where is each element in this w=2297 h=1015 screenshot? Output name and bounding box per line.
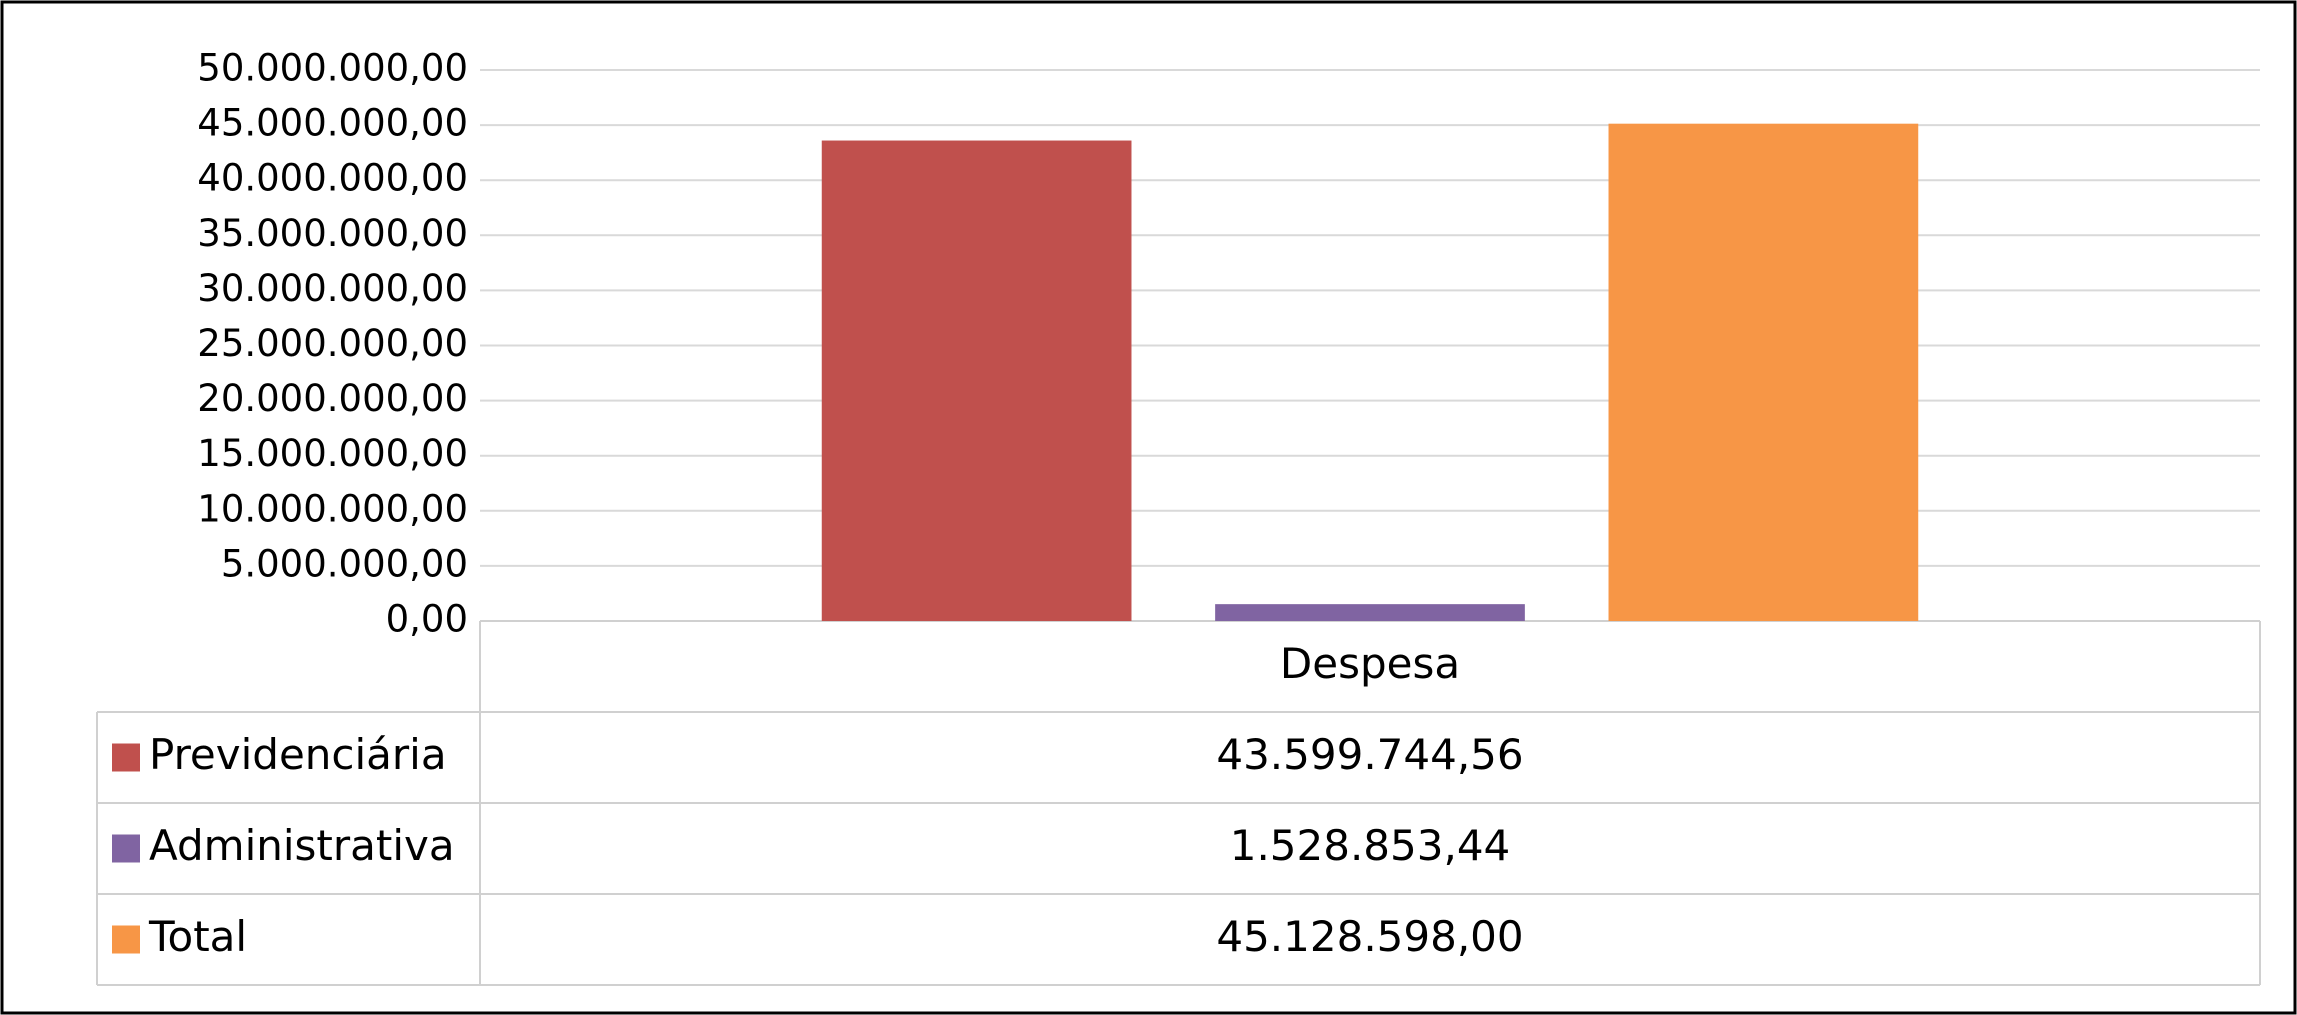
table-value: 43.599.744,56 — [1216, 730, 1523, 779]
legend-swatch — [112, 925, 140, 954]
legend-swatch — [112, 743, 140, 772]
y-tick-label: 50.000.000,00 — [197, 47, 468, 90]
bar — [1215, 604, 1525, 621]
y-tick-label: 25.000.000,00 — [197, 322, 468, 365]
legend-label: Total — [148, 912, 247, 961]
y-tick-label: 5.000.000,00 — [221, 542, 468, 585]
y-tick-label: 35.000.000,00 — [197, 212, 468, 255]
y-tick-label: 15.000.000,00 — [197, 432, 468, 475]
y-tick-label: 40.000.000,00 — [197, 157, 468, 200]
bar — [821, 140, 1132, 621]
bar — [1608, 123, 1919, 621]
y-tick-label: 30.000.000,00 — [197, 267, 468, 310]
y-tick-label: 45.000.000,00 — [197, 102, 468, 145]
x-tick-label: Despesa — [1280, 639, 1460, 688]
table-value: 1.528.853,44 — [1230, 821, 1511, 870]
table-value: 45.128.598,00 — [1216, 912, 1523, 961]
legend-label: Previdenciária — [149, 730, 447, 779]
y-tick-label: 10.000.000,00 — [197, 487, 468, 530]
legend-swatch — [112, 834, 140, 863]
y-tick-label: 20.000.000,00 — [197, 377, 468, 420]
y-tick-label: 0,00 — [386, 598, 468, 641]
legend-label: Administrativa — [149, 821, 455, 870]
